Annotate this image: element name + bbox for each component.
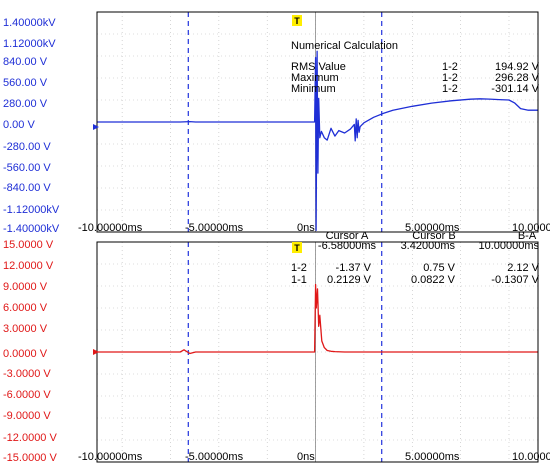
calc-row-name: RMS Value (291, 61, 346, 73)
lower-panel: 15.0000 V 12.0000 V 9.0000 V 6.0000 V 3.… (3, 230, 550, 464)
upper-y-tick-label: -1.12000kV (3, 204, 60, 216)
cursor-a-time: -6.58000ms (318, 240, 377, 252)
upper-y-tick-label: 1.40000kV (3, 17, 56, 29)
lower-y-tick-label: -9.0000 V (3, 410, 51, 422)
trigger-marker-box (292, 15, 302, 26)
trigger-marker-label: T (294, 243, 300, 253)
lower-x-tick-label: 0ns (297, 451, 315, 463)
cursor-row-value: 2.12 V (507, 262, 539, 274)
upper-y-tick-label: -1.40000kV (3, 223, 60, 235)
upper-y-tick-label: 840.00 V (3, 56, 48, 68)
upper-plot-frame (96, 11, 539, 233)
lower-trigger-arrow-icon (93, 349, 99, 355)
lower-trigger-marker[interactable]: T (292, 242, 302, 253)
cursor-row-channel: 1-1 (291, 274, 307, 286)
upper-trigger-arrow-icon (93, 124, 99, 130)
upper-panel: 1.40000kV 1.12000kV 840.00 V 560.00 V 28… (3, 11, 550, 235)
cursor-diff-time: 10.00000ms (478, 240, 539, 252)
lower-y-tick-label: 6.0000 V (3, 302, 48, 314)
lower-y-tick-label: 12.0000 V (3, 260, 54, 272)
upper-y-tick-label: -280.00 V (3, 141, 51, 153)
cursor-b-time: 3.42000ms (401, 240, 456, 252)
calc-row-name: Maximum (291, 72, 339, 84)
upper-y-tick-label: -560.00 V (3, 162, 51, 174)
lower-y-tick-label: 3.0000 V (3, 323, 48, 335)
cursor-measurement-table: Cursor A Cursor B B-A -6.58000ms 3.42000… (291, 230, 540, 286)
upper-trace-1-2 (97, 50, 538, 232)
calc-row-channel: 1-2 (442, 83, 458, 95)
calc-row-value: 296.28 V (495, 72, 540, 84)
lower-trace-1-1 (97, 283, 538, 355)
lower-trace-group (97, 283, 538, 355)
lower-y-tick-label: 0.0000 V (3, 348, 48, 360)
lower-y-tick-label: -6.0000 V (3, 389, 51, 401)
trigger-marker-box (292, 242, 302, 253)
lower-y-tick-label: 15.0000 V (3, 239, 54, 251)
cursor-row-value: 0.2129 V (327, 274, 372, 286)
lower-y-tick-label: 9.0000 V (3, 281, 48, 293)
upper-y-tick-label: 280.00 V (3, 98, 48, 110)
numerical-calculation-title: Numerical Calculation (291, 40, 398, 52)
cursor-row-value: -0.1307 V (491, 274, 539, 286)
lower-x-tick-label: 10.00000ms (512, 451, 550, 463)
lower-x-axis: -10.00000ms -5.00000ms 0ns 5.00000ms 10.… (78, 451, 550, 463)
upper-x-tick-label: -10.00000ms (78, 222, 143, 234)
upper-x-tick-label: 5.00000ms (405, 222, 460, 234)
cursor-row-value: 0.0822 V (411, 274, 456, 286)
calc-row-name: Minimum (291, 83, 336, 95)
lower-x-tick-label: -5.00000ms (185, 451, 244, 463)
cursor-row-value: -1.37 V (336, 262, 372, 274)
calc-row-value: -301.14 V (491, 83, 539, 95)
lower-y-tick-label: -3.0000 V (3, 368, 51, 380)
lower-y-axis: 15.0000 V 12.0000 V 9.0000 V 6.0000 V 3.… (3, 239, 57, 464)
upper-trace-group (97, 50, 538, 232)
upper-x-axis: -10.00000ms -5.00000ms 0ns 5.00000ms 10.… (78, 222, 550, 234)
calc-row-channel: 1-2 (442, 72, 458, 84)
upper-y-tick-label: 1.12000kV (3, 38, 56, 50)
upper-x-tick-label: 0ns (297, 222, 315, 234)
numerical-calculation-panel: Numerical Calculation RMS Value 1-2 194.… (291, 40, 540, 95)
upper-y-tick-label: 560.00 V (3, 77, 48, 89)
lower-y-tick-label: -12.0000 V (3, 432, 57, 444)
trigger-marker-label: T (294, 16, 300, 26)
upper-y-tick-label: 0.00 V (3, 119, 35, 131)
calc-row-value: 194.92 V (495, 61, 540, 73)
upper-y-tick-label: -840.00 V (3, 182, 51, 194)
upper-x-tick-label: 10.00000ms (512, 222, 550, 234)
upper-trigger-marker[interactable]: T (292, 15, 302, 26)
lower-y-tick-label: -15.0000 V (3, 452, 57, 464)
lower-x-tick-label: -10.00000ms (78, 451, 143, 463)
cursor-row-value: 0.75 V (423, 262, 455, 274)
lower-x-tick-label: 5.00000ms (405, 451, 460, 463)
calc-row-channel: 1-2 (442, 61, 458, 73)
cursor-row-channel: 1-2 (291, 262, 307, 274)
upper-x-tick-label: -5.00000ms (185, 222, 244, 234)
upper-y-axis: 1.40000kV 1.12000kV 840.00 V 560.00 V 28… (3, 17, 60, 235)
cursor-a-header: Cursor A (326, 230, 369, 242)
cursor-b-header: Cursor B (412, 230, 455, 242)
cursor-diff-header: B-A (518, 230, 537, 242)
